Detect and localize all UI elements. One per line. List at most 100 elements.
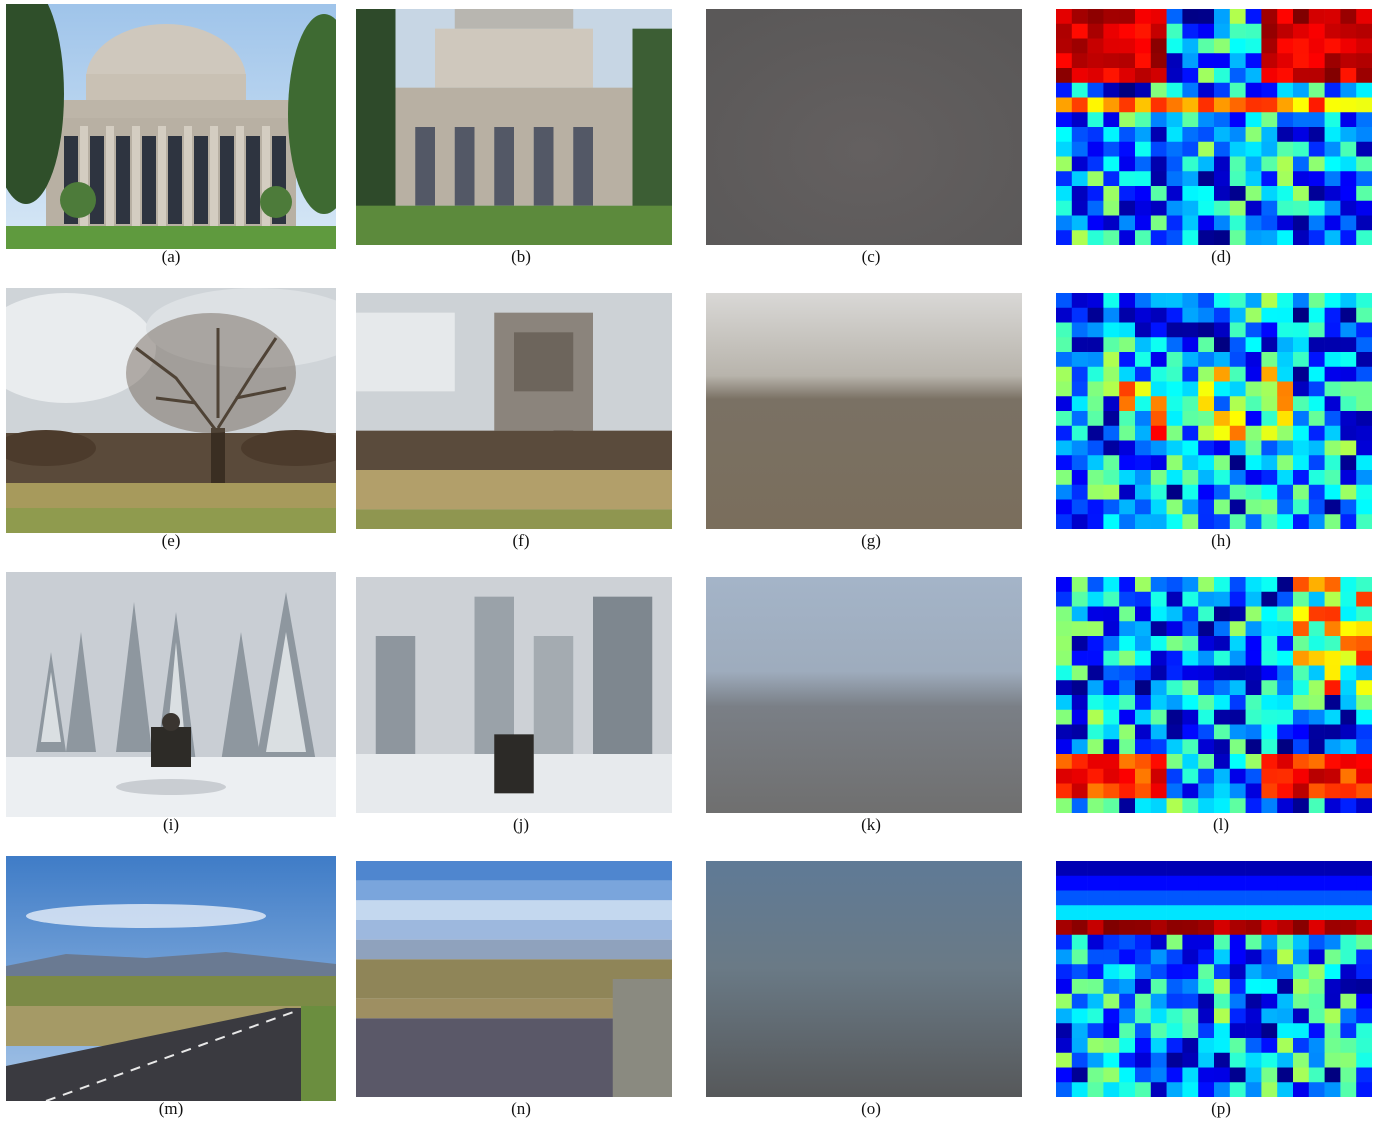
heatmap-cell xyxy=(1087,577,1104,593)
heatmap-cell xyxy=(1324,381,1341,397)
heatmap-cell xyxy=(1261,606,1278,622)
heatmap-cell xyxy=(1277,665,1294,681)
heatmap-cell xyxy=(1198,337,1215,353)
heatmap-cell xyxy=(1245,650,1262,666)
heatmap-cell xyxy=(1277,396,1294,412)
heatmap-cell xyxy=(1056,97,1073,113)
heatmap-cell xyxy=(1229,470,1246,486)
heatmap-cell xyxy=(1198,112,1215,128)
blurred-snow-forest xyxy=(706,572,1036,817)
heatmap-cell xyxy=(1103,934,1120,950)
heatmap-cell xyxy=(1277,621,1294,637)
heatmap-cell xyxy=(1229,1023,1246,1039)
heatmap-cell xyxy=(1087,352,1104,368)
heatmap-cell xyxy=(1135,127,1152,143)
heatmap-cell xyxy=(1340,861,1357,877)
heatmap-cell xyxy=(1277,798,1294,813)
heatmap-cell xyxy=(1245,1067,1262,1083)
heatmap-cell xyxy=(1293,754,1310,770)
heatmap-cell xyxy=(1277,1082,1294,1097)
heatmap-cell xyxy=(1056,993,1073,1009)
heatmap-cell xyxy=(1324,97,1341,113)
heatmap-cell xyxy=(1198,798,1215,813)
heatmap-cell xyxy=(1056,200,1073,216)
heatmap-cell xyxy=(1166,1008,1183,1024)
heatmap-cell xyxy=(1261,964,1278,980)
heatmap-cell xyxy=(1261,425,1278,441)
heatmap-cell xyxy=(1135,979,1152,995)
heatmap-cell xyxy=(1198,709,1215,725)
heatmap-cell xyxy=(1277,215,1294,231)
heatmap-cell xyxy=(1340,396,1357,412)
heatmap-cell xyxy=(1198,396,1215,412)
heatmap-cell xyxy=(1182,680,1199,696)
heatmap-cell xyxy=(1293,82,1310,98)
heatmap-cell xyxy=(1356,993,1372,1009)
heatmap-cell xyxy=(1056,739,1073,755)
heatmap-cell xyxy=(1340,890,1357,906)
heatmap-cell xyxy=(1087,484,1104,500)
heatmap-cell xyxy=(1261,53,1278,69)
heatmap-cell xyxy=(1135,993,1152,1009)
heatmap-cell xyxy=(1135,1067,1152,1083)
heatmap-cell xyxy=(1356,499,1372,515)
heatmap-cell xyxy=(1087,440,1104,456)
heatmap-cell xyxy=(1056,754,1073,770)
heatmap-cell xyxy=(1071,455,1088,471)
heatmap-cell xyxy=(1356,82,1372,98)
heatmap-cell xyxy=(1198,875,1215,891)
heatmap-cell xyxy=(1198,499,1215,515)
heatmap-cell xyxy=(1356,23,1372,39)
heatmap-cell xyxy=(1198,23,1215,39)
heatmap-cell xyxy=(1150,964,1167,980)
heatmap-cell xyxy=(1229,322,1246,338)
heatmap-cell xyxy=(1087,97,1104,113)
heatmap-cell xyxy=(1340,754,1357,770)
heatmap-cell xyxy=(1182,577,1199,593)
heatmap-cell xyxy=(1261,1023,1278,1039)
heatmap-cell xyxy=(1245,396,1262,412)
heatmap-cell xyxy=(1214,484,1231,500)
heatmap-cell xyxy=(1198,650,1215,666)
heatmap-cell xyxy=(1182,171,1199,187)
heatmap-cell xyxy=(1103,38,1120,54)
heatmap-cell xyxy=(1071,141,1088,157)
heatmap-cell xyxy=(1166,307,1183,323)
heatmap-cell xyxy=(1214,724,1231,740)
heatmap-cell xyxy=(1198,366,1215,382)
heatmap-cell xyxy=(1356,381,1372,397)
heatmap-cell xyxy=(1308,1038,1325,1054)
heatmap-cell xyxy=(1308,636,1325,652)
heatmap-cell xyxy=(1308,1052,1325,1068)
heatmap-cell xyxy=(1261,1038,1278,1054)
heatmap-cell xyxy=(1166,156,1183,172)
heatmap-cell xyxy=(1261,591,1278,607)
heatmap-cell xyxy=(1214,920,1231,936)
heatmap-cell xyxy=(1340,230,1357,245)
heatmap-cell xyxy=(1277,709,1294,725)
heatmap-cell xyxy=(1119,499,1136,515)
heatmap-cell xyxy=(1166,411,1183,427)
heatmap-cell xyxy=(1324,680,1341,696)
heatmap-cell xyxy=(1340,82,1357,98)
heatmap-cell xyxy=(1182,861,1199,877)
heatmap-cell xyxy=(1103,53,1120,69)
heatmap-cell xyxy=(1056,591,1073,607)
heatmap-cell xyxy=(1293,514,1310,529)
heatmap-cell xyxy=(1277,1052,1294,1068)
heatmap-cell xyxy=(1087,186,1104,202)
heatmap-cell xyxy=(1135,82,1152,98)
panel-label: (c) xyxy=(861,247,881,266)
heatmap-cell xyxy=(1119,215,1136,231)
heatmap-cell xyxy=(1245,905,1262,921)
heatmap-cell xyxy=(1198,993,1215,1009)
heatmap-cell xyxy=(1150,293,1167,309)
heatmap-cell xyxy=(1308,322,1325,338)
heatmap-cell xyxy=(1308,440,1325,456)
heatmap-cell xyxy=(1214,411,1231,427)
heatmap-cell xyxy=(1261,993,1278,1009)
heatmap-cell xyxy=(1261,724,1278,740)
heatmap-cell xyxy=(1182,322,1199,338)
heatmap-cell xyxy=(1056,798,1073,813)
heatmap-cell xyxy=(1056,1038,1073,1054)
